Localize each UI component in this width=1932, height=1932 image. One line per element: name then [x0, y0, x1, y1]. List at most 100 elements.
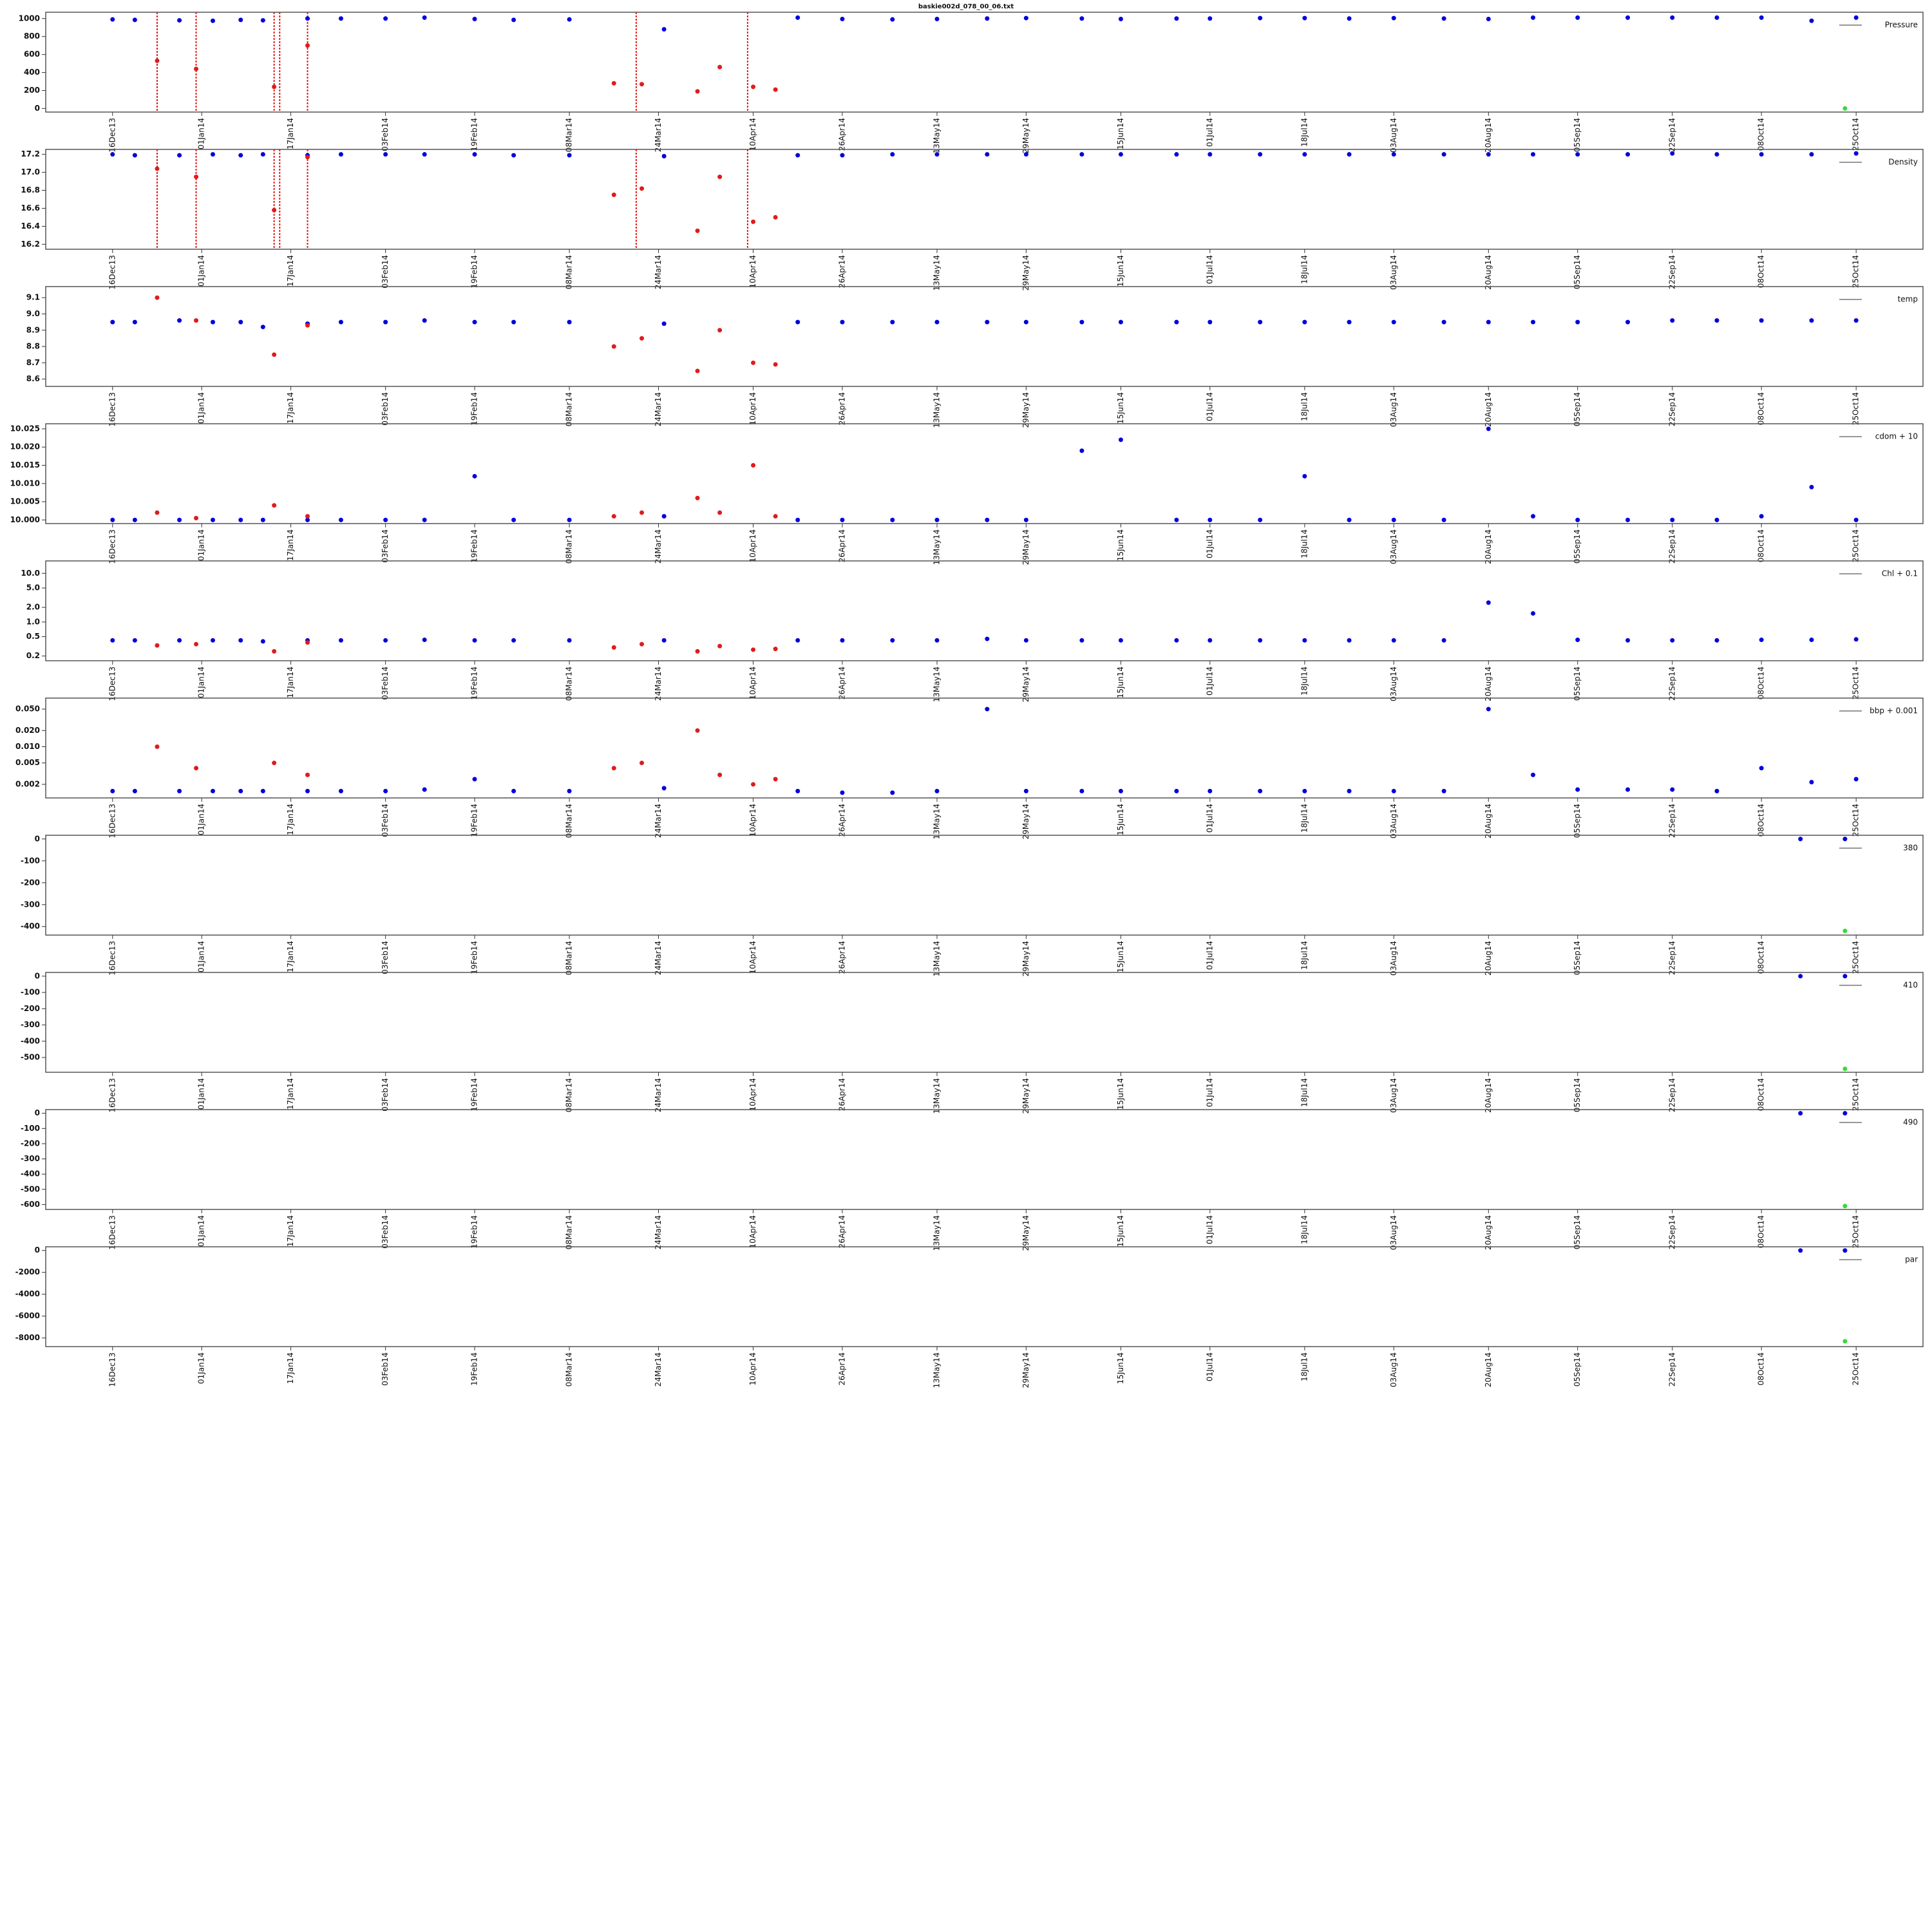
data-point	[338, 517, 343, 522]
x-tick-label: 13May14	[932, 1352, 941, 1388]
x-tick-label: 08Oct14	[1757, 667, 1766, 699]
data-point	[1625, 15, 1631, 20]
data-point	[840, 319, 845, 325]
x-tick-label: 17Jan14	[286, 529, 295, 561]
data-point	[639, 510, 645, 515]
data-point	[422, 787, 427, 792]
x-tick-label: 03Aug14	[1389, 941, 1398, 976]
x-tick-label: 01Jan14	[197, 941, 206, 972]
data-point	[383, 152, 388, 157]
data-point	[717, 643, 723, 649]
x-tick-label: 03Feb14	[381, 1078, 390, 1112]
data-point	[1798, 1111, 1803, 1116]
x-tick-label: 22Sep14	[1667, 392, 1676, 426]
data-point	[795, 15, 800, 20]
data-point	[238, 153, 243, 158]
x-tick-label: 05Sep14	[1573, 529, 1582, 564]
x-tick-label: 22Sep14	[1667, 804, 1676, 838]
data-point	[338, 16, 343, 21]
y-tick-label: 0.2	[26, 651, 40, 660]
x-tick-label: 08Mar14	[565, 392, 574, 426]
data-point	[1023, 319, 1028, 325]
x-tick-label: 01Jul14	[1205, 529, 1214, 558]
data-point	[155, 744, 160, 750]
x-tick-label: 20Aug14	[1484, 1352, 1493, 1387]
data-point	[272, 649, 277, 654]
data-point	[1174, 638, 1179, 643]
data-point	[661, 786, 667, 791]
data-point	[751, 647, 756, 652]
x-tick-label: 19Feb14	[470, 1078, 479, 1112]
plot-frame	[45, 972, 1924, 1073]
data-point	[110, 17, 115, 22]
x-tick-label: 17Jan14	[286, 1215, 295, 1247]
data-point	[1714, 318, 1719, 323]
data-point	[110, 788, 115, 793]
data-point	[1842, 929, 1848, 934]
data-point	[260, 152, 265, 157]
data-point	[751, 360, 756, 365]
x-tick-label: 01Jul14	[1205, 1352, 1214, 1381]
data-point	[1208, 16, 1213, 21]
x-tick-label: 25Oct14	[1852, 804, 1861, 837]
data-point	[210, 788, 215, 793]
y-tick-label: -100	[21, 856, 40, 865]
y-tick-label: -300	[21, 1020, 40, 1029]
data-point	[1842, 1111, 1848, 1116]
data-point	[1486, 600, 1491, 605]
x-tick-label: 08Mar14	[565, 118, 574, 152]
x-tick-label: 16Dec13	[108, 1215, 117, 1250]
x-tick-label: 22Sep14	[1667, 529, 1676, 564]
x-tick-label: 03Aug14	[1389, 1215, 1398, 1250]
data-point	[1118, 788, 1123, 793]
data-point	[1023, 517, 1028, 522]
data-point	[472, 777, 477, 782]
legend-label: 490	[1903, 1118, 1918, 1127]
data-point	[1531, 611, 1536, 616]
data-point	[1809, 484, 1814, 489]
x-tick-label: 08Oct14	[1757, 1215, 1766, 1248]
y-tick-label: 10.010	[10, 478, 40, 488]
data-point	[305, 640, 310, 645]
x-tick-label: 03Feb14	[381, 804, 390, 837]
x-tick-label: 24Mar14	[654, 804, 663, 838]
data-point	[1842, 1204, 1848, 1209]
x-tick-label: 01Jan14	[197, 1078, 206, 1110]
data-point	[1798, 837, 1803, 842]
data-point	[1670, 517, 1675, 522]
data-point	[511, 319, 516, 325]
x-tick-label: 19Feb14	[470, 1352, 479, 1386]
data-point	[639, 186, 645, 191]
data-point	[1079, 638, 1084, 643]
x-tick-label: 26Apr14	[837, 1352, 846, 1385]
y-tick-label: 16.8	[21, 185, 40, 194]
data-point	[1208, 788, 1213, 793]
x-tick-label: 05Sep14	[1573, 392, 1582, 426]
x-tick-label: 03Feb14	[381, 392, 390, 426]
x-tick-label: 22Sep14	[1667, 941, 1676, 975]
x-tick-label: 25Oct14	[1852, 529, 1861, 562]
y-tick-label: -100	[21, 988, 40, 997]
y-tick-label: 0.002	[15, 779, 40, 788]
data-point	[773, 214, 778, 220]
data-point	[717, 772, 723, 777]
x-tick-label: 13May14	[932, 1078, 941, 1113]
x-tick-label: 25Oct14	[1852, 1352, 1861, 1385]
data-point	[260, 18, 265, 23]
x-tick-label: 03Aug14	[1389, 392, 1398, 427]
data-point	[1079, 319, 1084, 325]
data-point	[695, 649, 700, 654]
x-tick-label: 01Jul14	[1205, 1215, 1214, 1244]
x-tick-label: 13May14	[932, 1215, 941, 1251]
x-tick-label: 01Jan14	[197, 804, 206, 835]
data-point	[985, 319, 990, 325]
x-tick-label: 19Feb14	[470, 667, 479, 700]
data-point	[1625, 787, 1631, 792]
data-point	[1853, 318, 1859, 323]
plot-frame	[45, 1109, 1924, 1210]
data-point	[795, 319, 800, 325]
figure-title: baskie002d_078_00_06.txt	[918, 3, 1014, 10]
y-tick-label: 0.010	[15, 742, 40, 751]
x-tick-label: 29May14	[1021, 118, 1030, 153]
data-point	[1670, 638, 1675, 643]
